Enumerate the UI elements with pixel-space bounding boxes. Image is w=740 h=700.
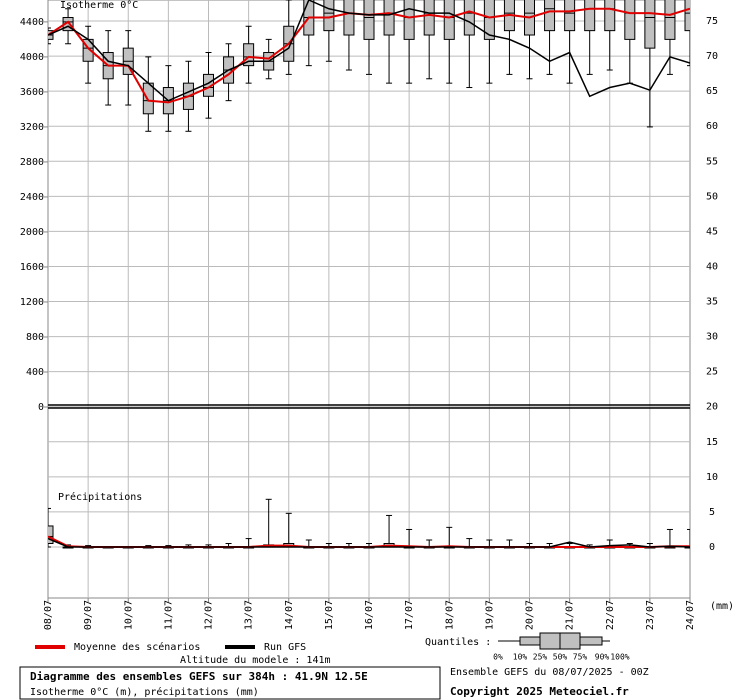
box: [443, 0, 455, 40]
y2-tick-label: 40: [706, 261, 718, 272]
chart-title: Diagramme des ensembles GEFS sur 384h : …: [30, 670, 368, 683]
box: [343, 0, 355, 36]
box: [624, 0, 636, 40]
title-box: [19, 666, 441, 700]
x-tick-label: 17/07: [404, 600, 415, 630]
y2-tick-label: 50: [706, 191, 718, 202]
x-tick-label: 14/07: [284, 600, 295, 630]
x-tick-label: 10/07: [123, 600, 134, 630]
y2-tick-label: 10: [706, 472, 718, 483]
x-tick-label: 20/07: [525, 600, 536, 630]
box: [363, 0, 375, 40]
quantile-label: 0%: [493, 653, 503, 662]
note: Ensemble GEFS du 08/07/2025 - 00Z: [450, 667, 649, 678]
y2-tick-label: 5: [709, 507, 715, 518]
y-tick-label: 2400: [20, 192, 44, 203]
x-tick-label: 08/07: [43, 600, 54, 630]
box: [544, 0, 556, 32]
panel: [48, 498, 690, 549]
x-tick-label: 22/07: [605, 600, 616, 630]
x-tick-label: 16/07: [364, 600, 375, 630]
box: [584, 0, 596, 32]
panel-label: Isotherme 0°C: [60, 0, 138, 11]
note: Copyright 2025 Meteociel.fr: [450, 685, 629, 698]
x-tick-label: 15/07: [324, 600, 335, 630]
box: [664, 0, 676, 40]
box: [243, 43, 255, 67]
box: [383, 0, 395, 36]
y2-tick-label: 45: [706, 226, 718, 237]
box: [423, 0, 435, 36]
y2-tick-label: 65: [706, 86, 718, 97]
y2-tick-label: 30: [706, 332, 718, 343]
note: Altitude du modele : 141m: [180, 655, 331, 666]
quantiles-title: Quantiles :: [425, 637, 491, 648]
y2-unit: (mm): [710, 601, 734, 612]
y-tick-label: 800: [26, 332, 44, 343]
x-tick-label: 09/07: [83, 600, 94, 630]
legend-label: Moyenne des scénarios: [74, 641, 200, 653]
box: [564, 0, 576, 32]
chart-subtitle: Isotherme 0°C (m), précipitations (mm): [30, 686, 259, 698]
y2-tick-label: 0: [709, 542, 715, 553]
y-tick-label: 3200: [20, 122, 44, 133]
y2-tick-label: 60: [706, 121, 718, 132]
quantile-label: 75%: [573, 653, 588, 662]
box: [403, 0, 415, 40]
x-tick-label: 18/07: [444, 600, 455, 630]
y-tick-label: 4400: [20, 17, 44, 28]
y2-tick-label: 20: [706, 402, 718, 413]
x-tick-label: 11/07: [163, 600, 174, 630]
x-tick-label: 12/07: [204, 600, 215, 630]
y2-tick-label: 15: [706, 437, 718, 448]
x-tick-label: 23/07: [645, 600, 656, 630]
box: [48, 525, 54, 544]
quantile-label: 100%: [610, 653, 629, 662]
box: [604, 0, 616, 32]
series-line: [48, 0, 690, 102]
quantile-label: 90%: [595, 653, 610, 662]
quantile-label: 25%: [533, 653, 548, 662]
y-tick-label: 4000: [20, 52, 44, 63]
y2-tick-label: 55: [706, 156, 718, 167]
box: [684, 0, 690, 32]
x-tick-label: 13/07: [244, 600, 255, 630]
x-tick-label: 24/07: [685, 600, 696, 630]
box: [463, 0, 475, 36]
box: [142, 82, 154, 115]
y-tick-label: 3600: [20, 87, 44, 98]
quantile-labels: 0% 10% 25% 50% 75% 90% 100%: [493, 653, 630, 662]
y-tick-label: 1600: [20, 262, 44, 273]
y2-tick-label: 70: [706, 51, 718, 62]
y-tick-label: 2000: [20, 227, 44, 238]
quantile-label: 50%: [553, 653, 568, 662]
x-tick-label: 21/07: [565, 600, 576, 630]
box: [644, 0, 656, 49]
legend-label: Run GFS: [264, 642, 306, 653]
marks: [48, 0, 690, 549]
x-tick-label: 19/07: [484, 600, 495, 630]
y-tick-label: 2800: [20, 157, 44, 168]
quantile-label: 10%: [513, 653, 528, 662]
y-tick-label: 0: [38, 402, 44, 413]
y2-tick-label: 35: [706, 297, 718, 308]
panel: [48, 0, 690, 132]
y-tick-label: 400: [26, 367, 44, 378]
panel-label: Précipitations: [58, 491, 142, 503]
series-line: [48, 537, 690, 548]
y2-tick-label: 75: [706, 16, 718, 27]
y2-tick-label: 25: [706, 367, 718, 378]
quantile-key: [498, 632, 610, 650]
box: [323, 0, 335, 32]
y-tick-label: 1200: [20, 297, 44, 308]
